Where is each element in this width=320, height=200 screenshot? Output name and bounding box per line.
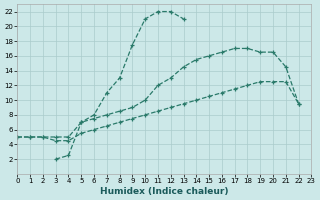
X-axis label: Humidex (Indice chaleur): Humidex (Indice chaleur): [100, 187, 228, 196]
